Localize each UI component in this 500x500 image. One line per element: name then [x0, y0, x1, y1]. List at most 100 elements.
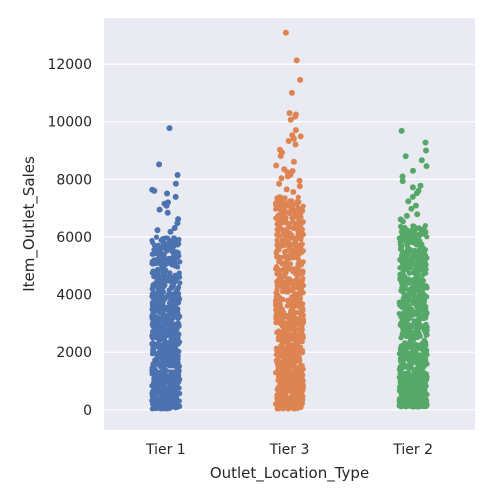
strip-point — [300, 219, 306, 225]
strip-point — [290, 311, 296, 317]
strip-point — [403, 278, 409, 284]
outlier-point — [278, 175, 285, 182]
outlier-point — [156, 206, 163, 213]
strip-point — [152, 375, 158, 381]
strip-point — [415, 240, 421, 246]
outlier-point — [151, 187, 158, 194]
strip-point — [299, 388, 305, 394]
outlier-point — [296, 183, 303, 190]
strip-point — [174, 365, 180, 371]
strip-point — [175, 250, 181, 256]
strip-point — [291, 357, 297, 363]
outlier-point — [423, 147, 429, 154]
strip-point — [150, 258, 156, 264]
strip-point — [158, 237, 164, 243]
strip-point — [408, 324, 414, 330]
strip-point — [164, 328, 170, 334]
strip-point — [273, 206, 279, 212]
strip-point — [154, 371, 160, 377]
strip-point — [285, 299, 291, 305]
strip-point — [157, 405, 163, 411]
strip-point — [300, 378, 306, 384]
strip-point — [398, 229, 404, 235]
strip-point — [424, 361, 430, 367]
strip-point — [276, 375, 282, 381]
strip-point — [277, 258, 283, 265]
strip-point — [287, 246, 293, 252]
strip-point — [413, 366, 419, 372]
strip-point — [417, 333, 423, 339]
strip-point — [159, 265, 165, 271]
outlier-point — [296, 177, 303, 184]
strip-point — [402, 267, 408, 273]
strip-point — [156, 323, 162, 329]
strip-point — [287, 230, 293, 236]
strip-point — [416, 371, 422, 377]
outlier-point — [172, 193, 179, 200]
strip-point — [172, 383, 178, 389]
strip-point — [293, 381, 299, 387]
strip-point — [171, 249, 177, 255]
strip-point — [423, 399, 429, 405]
strip-point — [299, 338, 305, 345]
outlier-point — [292, 141, 299, 148]
strip-point — [398, 365, 404, 371]
strip-point — [152, 350, 158, 356]
outlier-point — [276, 180, 283, 187]
strip-point — [164, 293, 170, 299]
outlier-point — [422, 139, 429, 146]
strip-point — [167, 357, 174, 364]
strip-point — [282, 263, 288, 269]
strip-point — [292, 401, 298, 407]
strip-point — [406, 374, 412, 380]
strip-point — [170, 363, 176, 369]
strip-point — [158, 333, 165, 339]
strip-point — [293, 335, 299, 341]
strip-point — [289, 304, 295, 310]
strip-point — [159, 359, 166, 365]
strip-point — [416, 342, 422, 348]
strip-point — [159, 245, 165, 251]
strip-point — [295, 317, 301, 323]
strip-point — [417, 359, 423, 365]
outlier-point — [409, 193, 416, 200]
strip-point — [283, 214, 289, 220]
strip-point — [404, 315, 410, 321]
strip-point — [166, 287, 172, 293]
x-tick-label: Tier 2 — [392, 442, 433, 458]
strip-point — [177, 280, 183, 286]
strip-point — [275, 243, 281, 249]
strip-point — [421, 337, 427, 343]
strip-point — [281, 400, 287, 406]
strip-point — [411, 312, 417, 318]
outlier-point — [402, 153, 409, 160]
strip-point — [157, 397, 164, 403]
strip-point — [273, 298, 279, 304]
strip-point — [415, 380, 421, 386]
strip-point — [416, 389, 422, 395]
y-tick-label: 8000 — [56, 172, 92, 188]
strip-point — [163, 379, 169, 385]
strip-point — [295, 214, 301, 220]
strip-point — [277, 205, 283, 211]
outlier-point — [166, 125, 173, 132]
strip-point — [299, 327, 305, 333]
strip-point — [288, 361, 294, 367]
strip-point — [158, 294, 164, 300]
series-tier-3 — [273, 29, 307, 412]
strip-point — [175, 310, 181, 316]
strip-point — [418, 261, 424, 267]
strip-point — [420, 282, 426, 288]
outlier-point — [409, 184, 416, 191]
outlier-point — [398, 127, 405, 134]
strip-point — [405, 246, 411, 252]
strip-point — [273, 309, 279, 315]
strip-point — [398, 238, 404, 244]
strip-point — [283, 389, 289, 395]
strip-point — [149, 316, 155, 322]
strip-point — [286, 256, 292, 262]
strip-point — [299, 287, 305, 293]
strip-point — [289, 216, 295, 222]
strip-point — [150, 293, 156, 299]
strip-point — [287, 276, 293, 282]
